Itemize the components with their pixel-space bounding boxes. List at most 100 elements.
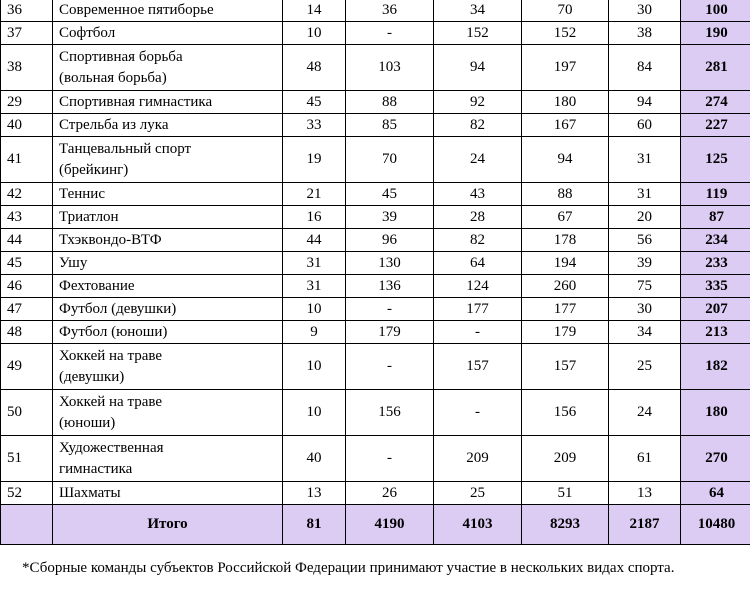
- cell: 10: [282, 343, 346, 390]
- cell: 136: [345, 274, 434, 298]
- cell: 64: [680, 481, 750, 505]
- cell: 156: [345, 389, 434, 436]
- footnote: *Сборные команды субъектов Российской Фе…: [22, 560, 675, 576]
- cell: 21: [282, 182, 346, 206]
- cell: 48: [282, 44, 346, 91]
- cell: 10: [282, 389, 346, 436]
- total-cell: 8293: [521, 504, 609, 545]
- sport-name: Хоккей на траве (юноши): [52, 389, 283, 436]
- total-row: Итого 81 4190 4103 8293 2187 10480: [0, 504, 750, 545]
- cell: 190: [680, 21, 750, 45]
- row-number: 44: [0, 228, 53, 252]
- cell: 51: [521, 481, 609, 505]
- cell: 26: [345, 481, 434, 505]
- total-cell: 10480: [680, 504, 750, 545]
- row-number: 37: [0, 21, 53, 45]
- name-line: Футбол (девушки): [59, 300, 177, 317]
- cell: 31: [282, 274, 346, 298]
- cell: 39: [608, 251, 681, 275]
- cell: 36: [345, 0, 434, 22]
- row-number: 49: [0, 343, 53, 390]
- row-number: 52: [0, 481, 53, 505]
- table-row: 52 Шахматы 13 26 25 51 13 64: [0, 481, 750, 505]
- sport-name: Фехтование: [52, 274, 283, 298]
- cell: 82: [433, 113, 522, 137]
- cell: 180: [521, 90, 609, 114]
- table-row: 49 Хоккей на траве (девушки) 10-157 157 25 182: [0, 343, 750, 390]
- name-line: (вольная борьба): [59, 69, 167, 86]
- cell: 213: [680, 320, 750, 344]
- cell: 75: [608, 274, 681, 298]
- total-cell: 4103: [433, 504, 522, 545]
- sport-name: Софтбол: [52, 21, 283, 45]
- cell: 182: [680, 343, 750, 390]
- cell: -: [345, 435, 434, 482]
- name-line: (девушки): [59, 368, 125, 385]
- sport-name: Художественная гимнастика: [52, 435, 283, 482]
- cell: 270: [680, 435, 750, 482]
- cell: 33: [282, 113, 346, 137]
- cell: 13: [608, 481, 681, 505]
- cell: 45: [282, 90, 346, 114]
- cell: 70: [345, 136, 434, 183]
- table-row: 41 Танцевальный спорт (брейкинг) 19 70 24 94 31…: [0, 136, 750, 183]
- table-row: 36 Современное пятиборье 14 36 34 70 30 100: [0, 0, 750, 22]
- cell: 178: [521, 228, 609, 252]
- cell: 10: [282, 21, 346, 45]
- sport-name: Футбол (девушки): [52, 297, 283, 321]
- cell: 28: [433, 205, 522, 229]
- cell: 43: [433, 182, 522, 206]
- cell: -: [433, 389, 522, 436]
- name-line: Хоккей на траве: [59, 347, 163, 364]
- table-body: 36 Современное пятиборье 14 36 34 70 30 100 37 Со…: [0, 0, 750, 545]
- name-line: Спортивная борьба: [59, 48, 183, 65]
- sport-name: Шахматы: [52, 481, 283, 505]
- cell: 30: [608, 297, 681, 321]
- cell: 82: [433, 228, 522, 252]
- cell: 84: [608, 44, 681, 91]
- cell: 44: [282, 228, 346, 252]
- cell: 96: [345, 228, 434, 252]
- cell: 24: [433, 136, 522, 183]
- total-label: Итого: [52, 504, 283, 545]
- cell: 197: [521, 44, 609, 91]
- cell: 39: [345, 205, 434, 229]
- cell: -: [345, 343, 434, 390]
- name-line: гимнастика: [59, 460, 133, 477]
- cell: -: [433, 320, 522, 344]
- cell: 61: [608, 435, 681, 482]
- cell: 157: [433, 343, 522, 390]
- name-line: Художественная: [59, 439, 164, 456]
- cell: 103: [345, 44, 434, 91]
- cell: 152: [433, 21, 522, 45]
- cell: 157: [521, 343, 609, 390]
- cell: 25: [608, 343, 681, 390]
- name-line: Фехтование: [59, 277, 135, 294]
- table-row: 40 Стрельба из лука 33 85 82 167 60 227: [0, 113, 750, 137]
- cell: 19: [282, 136, 346, 183]
- cell: 10: [282, 297, 346, 321]
- cell: 124: [433, 274, 522, 298]
- table-row: 50 Хоккей на траве (юноши) 10 156-156 24 180: [0, 389, 750, 436]
- row-number: 45: [0, 251, 53, 275]
- cell: 177: [521, 297, 609, 321]
- cell: 119: [680, 182, 750, 206]
- sport-name: Хоккей на траве (девушки): [52, 343, 283, 390]
- cell: 87: [680, 205, 750, 229]
- cell: 180: [680, 389, 750, 436]
- cell: 25: [433, 481, 522, 505]
- table-wrap: 36 Современное пятиборье 14 36 34 70 30 100 37 Со…: [0, 0, 750, 545]
- table-row: 29 Спортивная гимнастика 45 88 92 180 94 274: [0, 90, 750, 114]
- table-row: 51 Художественная гимнастика 40-209 209 61 270: [0, 435, 750, 482]
- row-number: 40: [0, 113, 53, 137]
- cell: 281: [680, 44, 750, 91]
- cell: -: [345, 297, 434, 321]
- row-number: 48: [0, 320, 53, 344]
- name-line: (юноши): [59, 414, 116, 431]
- cell: 64: [433, 251, 522, 275]
- cell: 234: [680, 228, 750, 252]
- table-row: 37 Софтбол 10-152 152 38 190: [0, 21, 750, 45]
- total-cell: 2187: [608, 504, 681, 545]
- table-row: 42 Теннис 21 45 43 88 31 119: [0, 182, 750, 206]
- sport-name: Спортивная борьба (вольная борьба): [52, 44, 283, 91]
